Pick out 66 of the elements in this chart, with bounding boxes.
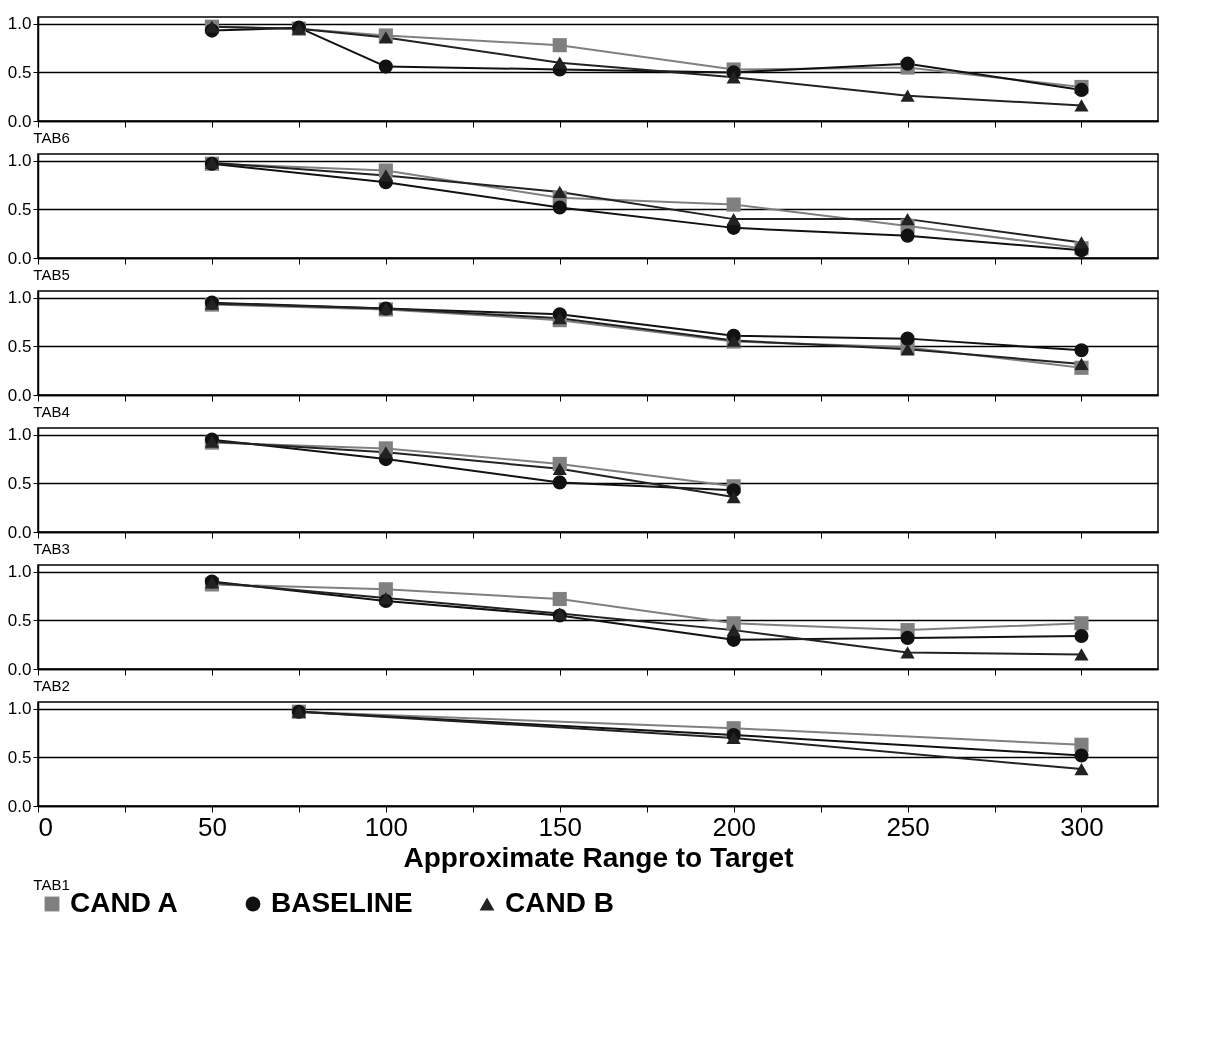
point	[900, 630, 915, 645]
point	[1074, 616, 1089, 631]
text: TAB2	[33, 677, 70, 694]
point	[552, 200, 567, 215]
point	[1074, 762, 1089, 776]
y-tick-label: 0.0	[7, 385, 32, 405]
y-tick-label: 0.5	[7, 199, 32, 219]
point	[1074, 357, 1089, 371]
text: TAB5	[33, 266, 70, 283]
point	[900, 228, 915, 243]
text: TAB1	[33, 876, 70, 893]
y-tick-label: 0.5	[7, 747, 32, 767]
text: TAB6	[33, 129, 70, 146]
point	[552, 475, 567, 490]
text: TAB4	[33, 403, 70, 420]
point	[1074, 236, 1089, 249]
point	[900, 213, 915, 226]
point	[900, 646, 915, 659]
y-tick-label: 0.5	[7, 62, 32, 82]
point	[1074, 628, 1089, 644]
x-tick-label: 100	[364, 811, 409, 842]
point	[1074, 748, 1089, 763]
y-tick-label: 0.0	[7, 796, 32, 816]
y-tick-label: 1.0	[7, 151, 32, 171]
point	[900, 89, 915, 102]
x-axis-title: Approximate Range to Target	[403, 841, 794, 873]
x-tick-label: 50	[197, 811, 227, 842]
point	[1074, 343, 1089, 358]
legend-label: CAND B	[505, 887, 614, 918]
point	[552, 591, 567, 607]
y-tick-label: 0.0	[7, 111, 32, 131]
x-tick-label: 300	[1060, 811, 1104, 842]
point	[1074, 99, 1089, 112]
point	[900, 56, 915, 71]
y-tick-label: 1.0	[7, 14, 32, 34]
x-tick-label: 150	[538, 811, 582, 842]
y-tick-label: 1.0	[7, 288, 32, 308]
x-tick-label: 0	[38, 811, 53, 842]
point	[552, 462, 567, 475]
point	[552, 185, 567, 199]
point	[378, 59, 393, 74]
legend-label: CAND A	[70, 887, 178, 918]
y-tick-label: 1.0	[7, 425, 32, 445]
point	[726, 197, 741, 212]
point	[378, 446, 393, 459]
y-tick-label: 0.0	[7, 522, 32, 542]
x-tick-label: 200	[712, 811, 756, 842]
x-tick-label: 250	[886, 811, 930, 842]
y-tick-label: 1.0	[7, 699, 32, 719]
point	[726, 624, 741, 637]
point	[552, 38, 567, 53]
legend-label: BASELINE	[271, 887, 413, 918]
y-tick-label: 0.5	[7, 336, 32, 356]
point	[900, 331, 915, 346]
point	[726, 71, 741, 84]
point	[726, 213, 741, 226]
text: TAB3	[33, 540, 70, 557]
point	[378, 169, 393, 182]
point	[726, 490, 741, 504]
y-tick-label: 0.5	[7, 473, 32, 493]
point	[552, 56, 567, 69]
y-tick-label: 0.5	[7, 610, 32, 630]
point	[1074, 648, 1089, 661]
y-tick-label: 0.0	[7, 248, 32, 268]
y-tick-label: 1.0	[7, 562, 32, 582]
y-tick-label: 0.0	[7, 659, 32, 679]
